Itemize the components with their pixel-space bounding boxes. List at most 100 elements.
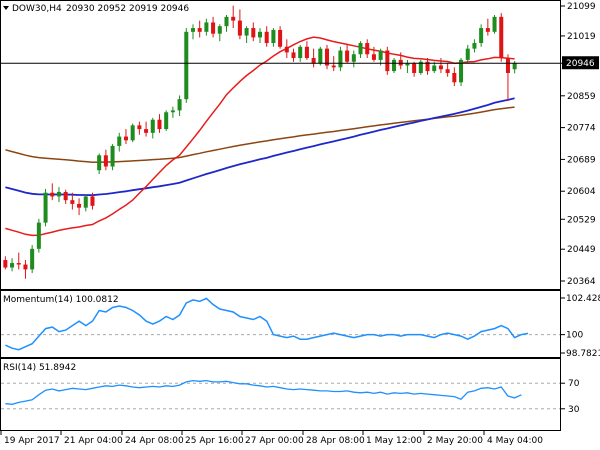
momentum-axis: 102.4286 100 98.7821 — [561, 294, 600, 359]
candle-body — [117, 136, 122, 146]
candle-body — [36, 222, 41, 249]
candle-body — [197, 28, 202, 32]
candle-body — [257, 31, 263, 38]
candlesticks — [3, 5, 517, 279]
rsi-title: RSI(14) 51.8942 — [3, 363, 76, 373]
candle-body — [492, 16, 497, 32]
candle-body — [16, 263, 21, 265]
candle-body — [472, 43, 477, 49]
candle-body — [445, 69, 450, 73]
candle-body — [351, 54, 356, 62]
candle-body — [63, 191, 68, 201]
candle-body — [50, 192, 55, 197]
candle-body — [177, 99, 182, 111]
time-tick-label: 28 Apr 08:00 — [306, 436, 365, 446]
price-tick-label: 21019 — [567, 32, 596, 42]
time-tick-label: 2 May 20:00 — [427, 436, 483, 446]
candle-body — [371, 54, 376, 60]
candle-body — [452, 72, 457, 83]
candle-body — [331, 65, 336, 68]
candle-body — [438, 65, 443, 70]
sma-mid-line — [5, 97, 515, 197]
candle-body — [485, 28, 490, 32]
time-axis: 19 Apr 2017 21 Apr 04:00 24 Apr 08:00 25 Ap… — [0, 431, 543, 446]
price-panel-frame — [0, 0, 561, 290]
price-tick-label: 20364 — [567, 277, 596, 287]
time-tick-label: 25 Apr 16:00 — [185, 436, 244, 446]
candle-body — [291, 52, 296, 59]
candle-body — [499, 16, 504, 59]
time-tick-label: 4 May 04:00 — [487, 436, 543, 446]
dropdown-triangle-icon — [3, 6, 9, 10]
momentum-tick-label: 100 — [566, 331, 583, 341]
price-tick-label: 20449 — [567, 245, 596, 255]
moving-averages — [5, 36, 515, 237]
candle-body — [251, 28, 256, 38]
candle-body — [3, 260, 8, 268]
candle-body — [90, 196, 95, 206]
candle-body — [70, 200, 75, 204]
price-tick-label: 20529 — [567, 215, 596, 225]
candle-body — [278, 29, 283, 47]
candle-body — [217, 26, 222, 34]
current-price-label: 20946 — [566, 59, 595, 69]
candle-body — [298, 46, 303, 59]
candle-body — [204, 22, 209, 32]
candle-body — [405, 63, 410, 66]
candle-body — [271, 29, 276, 44]
candle-body — [318, 48, 323, 64]
candle-body — [103, 155, 108, 167]
rsi-line — [5, 379, 522, 405]
chart-ohlc: 20930 20952 20919 20946 — [66, 4, 189, 14]
current-price-box — [562, 56, 599, 70]
candle-body — [157, 119, 162, 130]
price-tick-label: 20774 — [567, 124, 596, 134]
panel-frames — [0, 0, 561, 431]
candle-body — [164, 112, 169, 130]
time-tick-label: 27 Apr 00:00 — [245, 436, 304, 446]
candle-body — [130, 125, 135, 141]
time-tick-label: 19 Apr 2017 — [4, 436, 60, 446]
price-tick-label: 20859 — [567, 92, 596, 102]
candle-body — [358, 43, 363, 55]
time-tick-label: 1 May 12:00 — [366, 436, 422, 446]
candle-body — [231, 16, 236, 21]
time-tick-label: 24 Apr 08:00 — [125, 436, 184, 446]
momentum-panel-frame — [0, 290, 561, 358]
candle-body — [465, 48, 470, 60]
price-tick-label: 20604 — [567, 187, 596, 197]
momentum-tick-label: 98.7821 — [566, 349, 600, 359]
candle-body — [479, 28, 484, 44]
candle-body — [211, 22, 216, 34]
rsi-axis: 70 30 — [561, 379, 580, 415]
candle-body — [137, 125, 142, 130]
candle-body — [144, 129, 149, 133]
candle-body — [43, 192, 48, 223]
candle-body — [304, 46, 309, 59]
candle-body — [83, 196, 88, 208]
candle-body — [237, 20, 242, 36]
candle-body — [77, 203, 82, 208]
candle-body — [459, 59, 464, 83]
candle-body — [190, 28, 195, 32]
momentum-line — [5, 297, 529, 351]
candle-body — [123, 136, 128, 141]
rsi-tick-label: 30 — [568, 405, 580, 415]
candle-body — [150, 119, 155, 133]
candle-body — [264, 31, 269, 44]
price-tick-label: 20689 — [567, 155, 596, 165]
candle-body — [325, 48, 330, 66]
candle-body — [30, 248, 35, 270]
candle-body — [170, 110, 175, 113]
candle-body — [365, 43, 370, 55]
candle-body — [512, 63, 517, 70]
candle-body — [385, 50, 390, 72]
candle-body — [338, 50, 343, 68]
momentum-tick-label: 102.4286 — [566, 294, 600, 304]
candle-body — [412, 63, 417, 73]
candle-body — [23, 264, 28, 270]
candle-body — [418, 61, 423, 73]
price-axis: 21099 21019 20946 20859 20774 20689 20604 20529… — [561, 2, 599, 287]
candle-body — [184, 31, 189, 100]
candle-body — [311, 58, 316, 64]
